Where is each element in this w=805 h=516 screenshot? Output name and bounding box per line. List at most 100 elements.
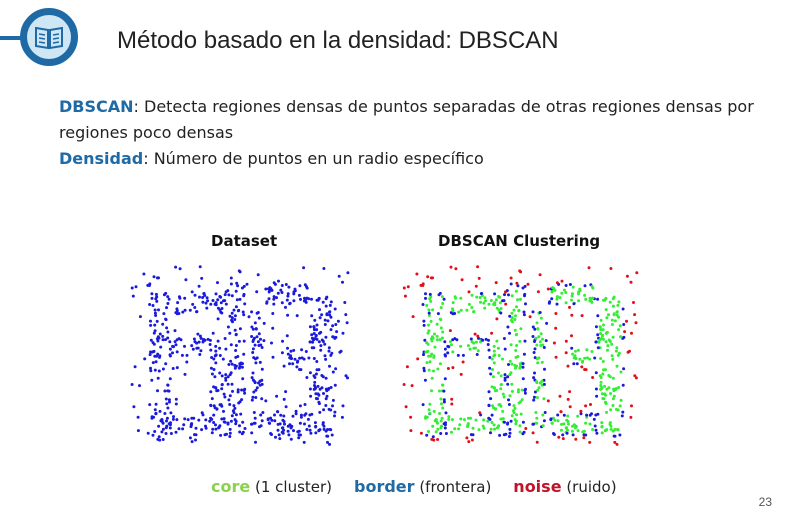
dataset-point: [298, 284, 302, 288]
noise-point: [589, 403, 592, 406]
border-point: [522, 313, 526, 317]
noise-point: [580, 365, 584, 369]
dataset-point: [322, 392, 325, 395]
dataset-point: [167, 297, 171, 301]
dataset-point: [276, 422, 280, 426]
noise-point: [526, 282, 530, 286]
dataset-point: [280, 291, 284, 294]
legend-core-desc: (1 cluster): [250, 478, 333, 496]
border-point: [565, 431, 569, 435]
dataset-point: [250, 398, 254, 402]
dataset-point: [232, 308, 236, 312]
core-point: [508, 359, 512, 363]
core-point: [578, 357, 582, 361]
core-point: [583, 293, 587, 297]
core-point: [555, 297, 559, 301]
dataset-point: [292, 348, 296, 352]
dataset-point: [240, 432, 244, 436]
dataset-point: [279, 288, 283, 292]
dataset-point: [197, 340, 201, 344]
dataset-point: [174, 402, 178, 406]
core-point: [512, 308, 516, 312]
border-point: [506, 422, 509, 426]
dataset-point: [216, 389, 220, 392]
dataset-point: [157, 424, 161, 428]
dataset-point: [262, 339, 266, 343]
dataset-point: [281, 426, 285, 430]
dataset-point: [341, 331, 345, 335]
core-point: [483, 296, 487, 300]
dataset-point: [243, 387, 247, 391]
dataset-point: [190, 290, 194, 294]
dataset-point: [202, 292, 206, 296]
core-point: [611, 376, 615, 380]
core-point: [508, 373, 512, 377]
core-point: [602, 337, 605, 341]
dataset-point: [308, 371, 312, 375]
core-point: [508, 394, 512, 398]
border-point: [451, 312, 455, 316]
dataset-point: [238, 297, 242, 301]
dataset-point: [172, 345, 175, 349]
core-point: [472, 310, 476, 314]
noise-point: [430, 437, 434, 441]
dataset-point: [227, 363, 231, 366]
dataset-point: [234, 419, 238, 423]
dataset-point: [232, 404, 236, 408]
dataset-point: [214, 361, 218, 365]
dataset-point: [171, 417, 175, 421]
dataset-point: [131, 294, 135, 298]
core-point: [570, 294, 574, 298]
dataset-point: [165, 402, 169, 406]
border-point: [570, 346, 574, 350]
border-point: [522, 310, 526, 314]
border-point: [532, 395, 536, 399]
border-point: [531, 310, 535, 314]
border-point: [503, 373, 507, 377]
border-point: [444, 432, 448, 435]
dataset-title: Dataset: [211, 232, 278, 250]
dataset-point: [174, 397, 178, 401]
dataset-point: [226, 382, 230, 386]
dataset-point: [319, 348, 323, 352]
core-point: [439, 426, 443, 430]
dataset-point: [297, 436, 301, 440]
noise-point: [588, 440, 592, 444]
border-point: [431, 435, 435, 439]
border-point: [564, 284, 568, 287]
core-point: [588, 422, 592, 426]
noise-point: [490, 331, 494, 335]
dataset-point: [243, 391, 247, 395]
dataset-point: [212, 385, 216, 389]
dataset-point: [237, 401, 241, 405]
dataset-point: [303, 403, 307, 406]
dataset-point: [190, 422, 194, 426]
dataset-point: [149, 323, 153, 327]
core-point: [441, 302, 445, 305]
dataset-point: [192, 416, 196, 420]
border-point: [436, 312, 440, 316]
core-point: [612, 312, 616, 316]
dataset-point: [218, 346, 222, 350]
core-point: [599, 328, 603, 332]
dataset-point: [168, 353, 172, 357]
dataset-point: [254, 396, 258, 399]
border-point: [549, 417, 553, 421]
core-point: [519, 412, 523, 416]
noise-point: [402, 383, 406, 386]
dataset-point: [181, 427, 185, 431]
core-point: [604, 393, 608, 397]
core-point: [493, 301, 497, 305]
dataset-point: [254, 327, 258, 331]
core-point: [619, 335, 623, 339]
dataset-point: [302, 440, 306, 444]
dataset-point: [276, 428, 280, 432]
core-point: [584, 297, 588, 301]
border-point: [596, 333, 600, 337]
border-point: [571, 433, 575, 437]
dataset-point: [308, 387, 312, 391]
border-point: [443, 347, 447, 351]
dataset-point: [223, 395, 227, 399]
clustering-scatter: [402, 265, 639, 446]
dataset-point: [336, 319, 340, 323]
